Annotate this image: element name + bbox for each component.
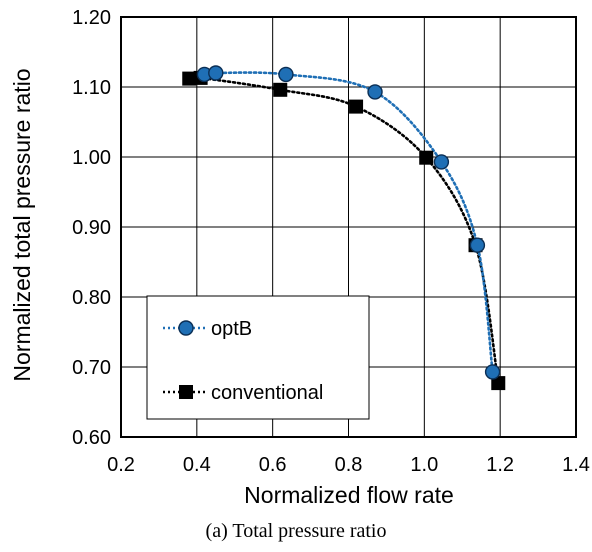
legend-optB-label: optB [211,318,252,340]
x-tick-label: 1.4 [562,454,590,476]
legend-conventional-label: conventional [211,382,323,404]
x-tick-label: 0.2 [107,454,135,476]
legend: optB conventional [146,295,370,420]
y-tick-label: 0.80 [72,287,111,309]
x-tick-label: 0.8 [335,454,363,476]
data-point-optB [367,84,383,100]
y-tick-label: 0.70 [72,357,111,379]
y-tick-label: 1.00 [72,147,111,169]
legend-optB-marker [178,320,194,336]
data-point-optB [433,154,450,170]
data-point-optB [208,65,224,81]
figure-caption: (a) Total pressure ratio [205,520,387,542]
x-tick-label: 0.6 [259,454,287,476]
x-tick-label: 0.4 [183,454,211,476]
data-point-conventional [349,99,364,114]
y-axis-title: Normalized total pressure ratio [9,68,35,381]
markers [182,65,506,391]
y-tick-label: 0.90 [72,217,111,239]
legend-conventional-marker [179,385,193,399]
total-pressure-ratio-chart: 0.2 0.4 0.6 0.8 1.0 1.2 1.4 0.60 0.70 0.80 0.90 1.… [9,7,590,508]
y-tick-label: 0.60 [72,427,111,449]
x-tick-label: 1.2 [486,454,514,476]
x-axis-title: Normalized flow rate [244,482,454,508]
y-tick-labels: 0.60 0.70 0.80 0.90 1.00 1.10 1.20 [72,7,111,449]
plot-frame [120,16,577,438]
data-point-optB [469,237,486,253]
y-tick-label: 1.20 [72,7,111,29]
x-tick-labels: 0.2 0.4 0.6 0.8 1.0 1.2 1.4 [107,454,590,476]
data-point-conventional [273,82,288,97]
x-tick-label: 1.0 [410,454,438,476]
data-point-conventional [182,71,197,86]
data-point-conventional [419,150,434,165]
data-point-optB [278,66,294,83]
data-point-conventional [491,376,506,391]
data-point-optB [484,364,501,380]
y-tick-label: 1.10 [72,77,111,99]
